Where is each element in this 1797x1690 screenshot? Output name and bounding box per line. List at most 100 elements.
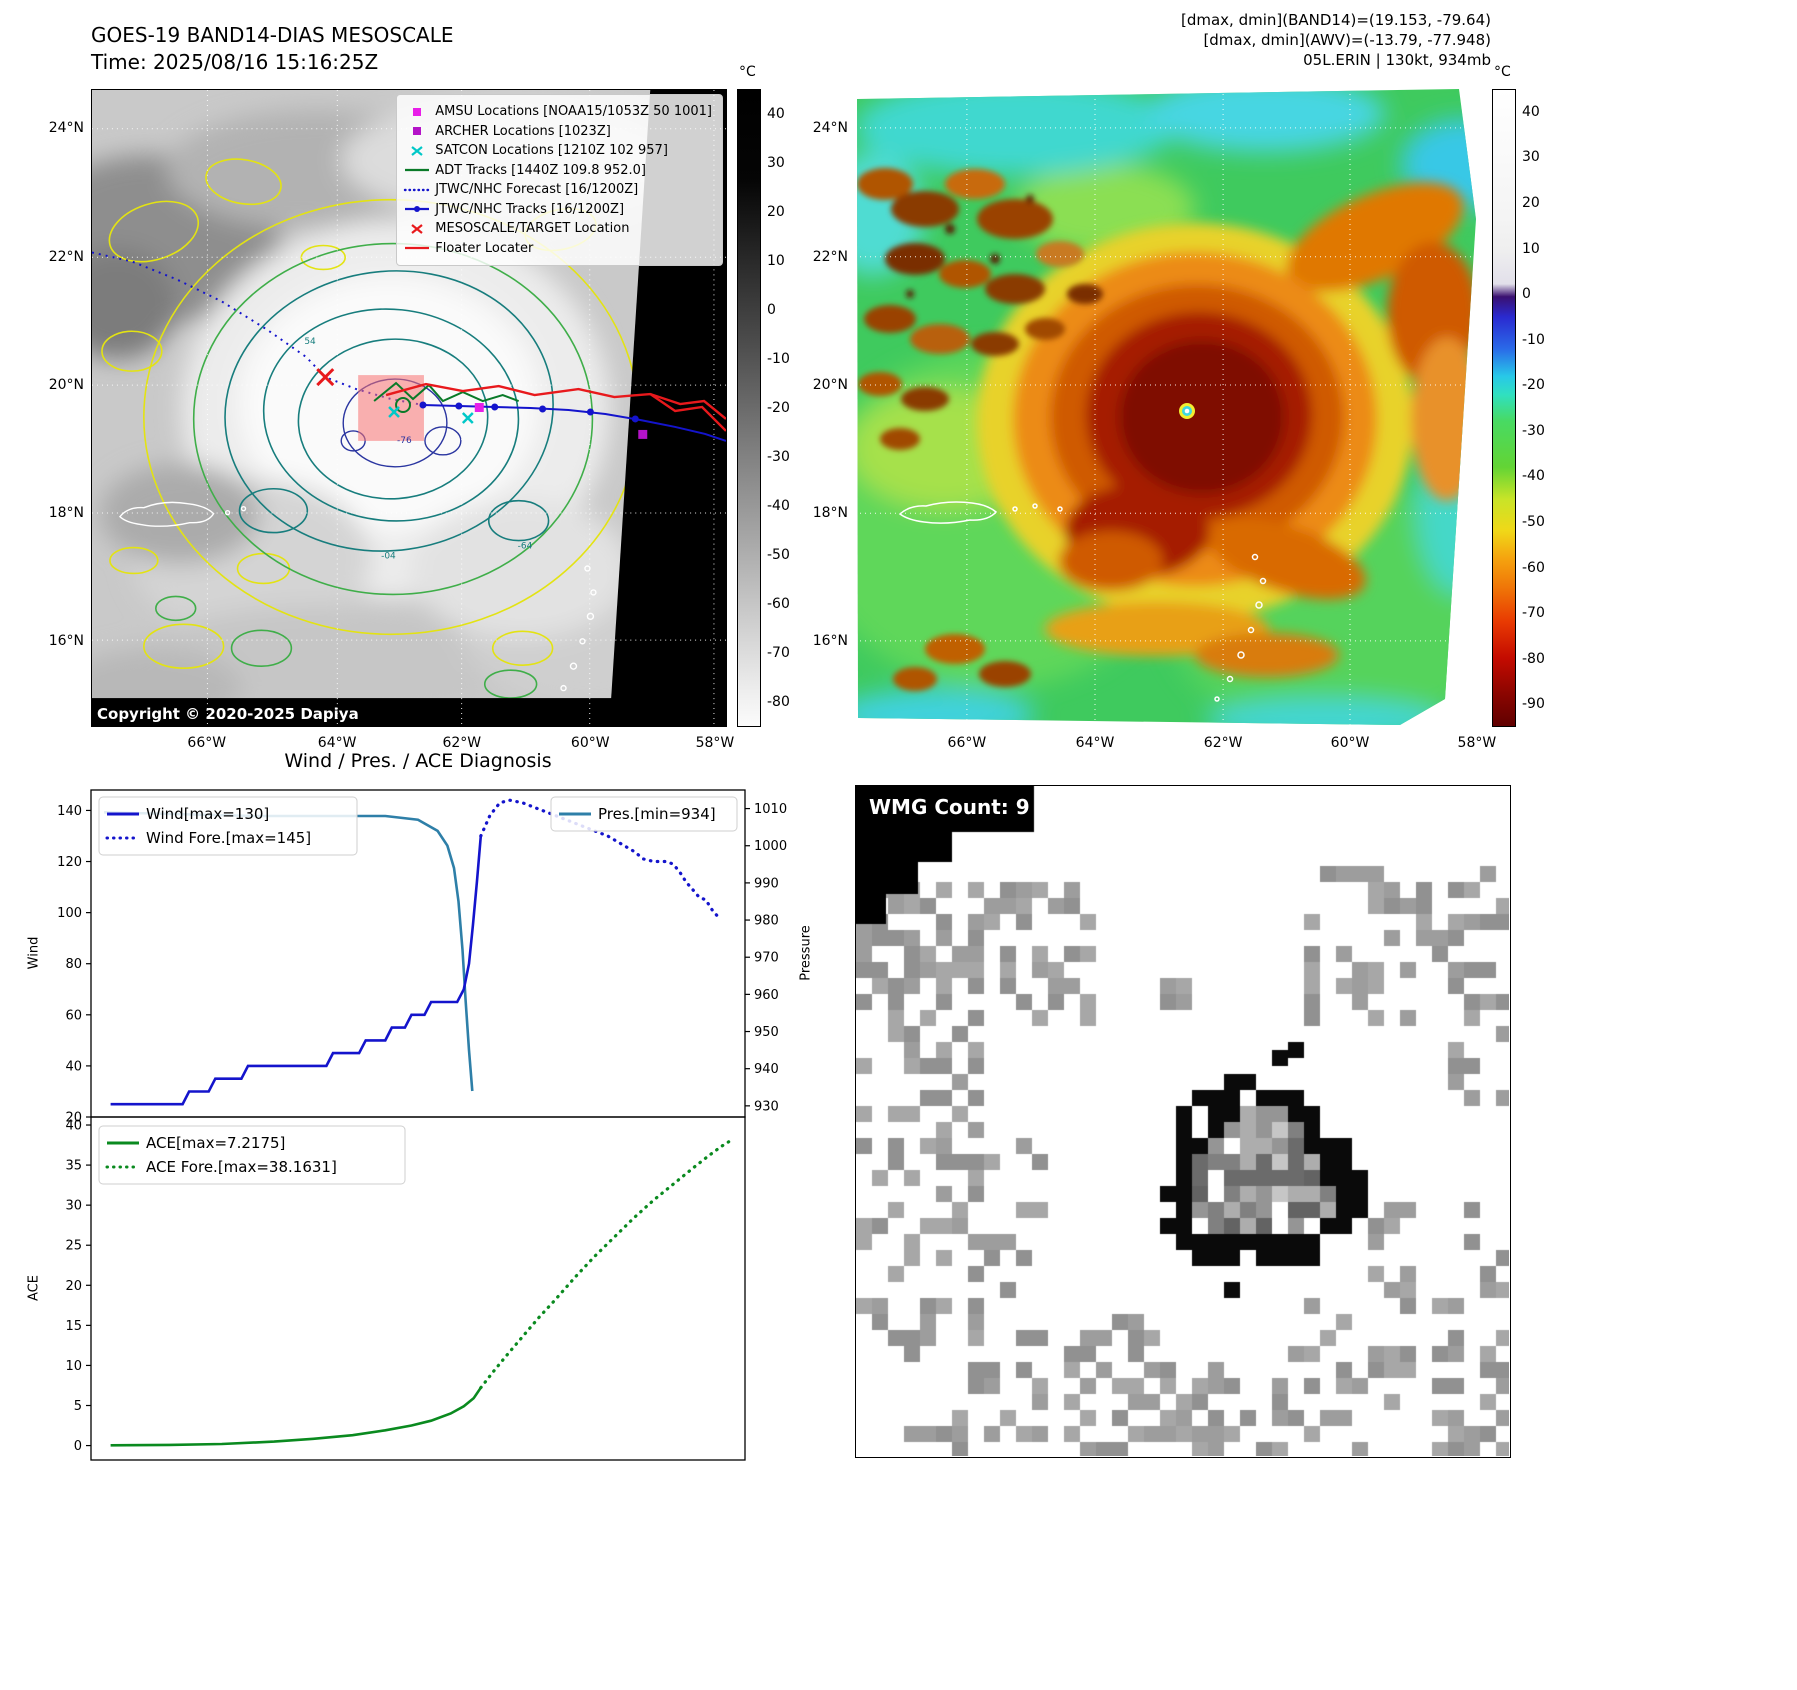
coastlines — [118, 501, 597, 692]
tl-title-line: GOES-19 BAND14-DIAS MESOSCALE — [91, 23, 454, 47]
storm-track-overlay — [92, 251, 726, 442]
lon-tick-label: 66°W — [947, 735, 987, 751]
tr-colorbar — [1492, 89, 1516, 727]
legend-marker-icon — [404, 188, 431, 191]
wmg-count-label: WMG Count: 9 — [869, 795, 1030, 819]
target-x-marker — [316, 368, 335, 387]
ace-tick-label: 10 — [65, 1359, 82, 1374]
lon-tick-label: 66°W — [187, 735, 227, 751]
satcon-marker — [461, 412, 474, 424]
coastlines — [898, 501, 1267, 702]
tr-annotations: [dmax, dmin](BAND14)=(19.153, -79.64) [d… — [1181, 10, 1491, 70]
chart-legend-label: Wind Fore.[max=145] — [146, 829, 311, 847]
adt-center-marker — [395, 397, 411, 413]
legend-label: SATCON Locations [1210Z 102 957] — [435, 143, 668, 159]
tl-colorbar-unit: °C — [739, 64, 756, 80]
wind-tick-label: 80 — [65, 957, 82, 972]
legend-item: Floater Locater — [403, 239, 712, 259]
colorbar-tick-label: 10 — [767, 252, 785, 269]
legend-label: MESOSCALE/TARGET Location — [435, 221, 630, 237]
colorbar-tick-label: -70 — [1522, 605, 1545, 622]
lon-tick-label: 60°W — [1330, 735, 1370, 751]
colorbar-tick-label: 30 — [1522, 149, 1540, 166]
colorbar-tick-label: -60 — [1522, 559, 1545, 576]
lat-tick-label: 20°N — [812, 377, 848, 394]
legend-label: ADT Tracks [1440Z 109.8 952.0] — [435, 162, 646, 178]
ace-tick-label: 15 — [65, 1319, 82, 1334]
annotation-band14: [dmax, dmin](BAND14)=(19.153, -79.64) — [1180, 11, 1491, 29]
lon-tick-label: 58°W — [695, 735, 735, 751]
colorbar-tick-label: -70 — [767, 645, 790, 662]
legend-item: JTWC/NHC Forecast [16/1200Z] — [403, 180, 712, 200]
adt-track-line — [373, 381, 520, 403]
series-line — [479, 798, 721, 920]
legend-item: JTWC/NHC Tracks [16/1200Z] — [403, 200, 712, 220]
colorbar-tick-label: -80 — [1522, 650, 1545, 667]
colorbar-tick-label: 0 — [767, 301, 776, 318]
ace-tick-label: 5 — [74, 1399, 82, 1414]
legend-marker-icon — [413, 107, 422, 116]
colorbar-tick-label: -30 — [767, 449, 790, 466]
chart-legend-label: Wind[max=130] — [146, 805, 269, 823]
legend-label: AMSU Locations [NOAA15/1053Z 50 1001] — [435, 104, 712, 120]
series-line — [479, 1138, 734, 1390]
legend-label: Floater Locater — [435, 240, 534, 256]
floater-line — [385, 382, 726, 420]
colorbar-tick-label: 20 — [767, 203, 785, 220]
wind-axis-label: Wind — [26, 936, 42, 970]
legend-marker-icon — [411, 223, 423, 234]
contour-label: 54 — [304, 337, 316, 347]
wind-tick-label: 40 — [65, 1059, 82, 1074]
contour-label: -04 — [381, 552, 396, 562]
colorbar-tick-label: 40 — [767, 105, 785, 122]
colorbar-tick-label: 20 — [1522, 194, 1540, 211]
colorbar-tick-label: 10 — [1522, 240, 1540, 257]
chart-legend — [98, 796, 358, 856]
wind-tick-label: 100 — [57, 906, 82, 921]
legend-item: MESOSCALE/TARGET Location — [403, 219, 712, 239]
lon-tick-label: 62°W — [1203, 735, 1243, 751]
colorbar-tick-label: -50 — [767, 547, 790, 564]
ace-tick-label: 30 — [65, 1199, 82, 1214]
chart-legend — [550, 796, 738, 832]
ace-tick-label: 20 — [65, 1279, 82, 1294]
legend-item: SATCON Locations [1210Z 102 957] — [403, 141, 712, 161]
colorbar-tick-label: -90 — [1522, 696, 1545, 713]
wind-tick-label: 20 — [65, 1111, 82, 1126]
archer-marker — [638, 429, 648, 439]
lat-tick-label: 16°N — [48, 632, 84, 649]
colorbar-tick-label: -60 — [767, 596, 790, 613]
lat-tick-label: 22°N — [48, 248, 84, 265]
legend-item: ARCHER Locations [1023Z] — [403, 122, 712, 142]
legend-marker-icon — [413, 127, 422, 136]
legend-marker-icon — [411, 145, 423, 156]
wmg-pixel-map: WMG Count: 9 — [855, 785, 1511, 1458]
lon-tick-label: 64°W — [1075, 735, 1115, 751]
series-line — [104, 811, 474, 1092]
lat-tick-label: 20°N — [48, 377, 84, 394]
legend-label: ARCHER Locations [1023Z] — [435, 123, 611, 139]
colorbar-tick-label: 40 — [1522, 103, 1540, 120]
colorbar-tick-label: 0 — [1522, 286, 1531, 303]
lat-tick-label: 22°N — [812, 248, 848, 265]
awv-satellite-art — [857, 89, 1476, 725]
chart-legend-label: ACE[max=7.2175] — [146, 1134, 285, 1152]
lon-tick-label: 60°W — [570, 735, 610, 751]
chart-legend-label: Pres.[min=934] — [598, 805, 716, 823]
contour-label: -76 — [397, 436, 412, 446]
colorbar-tick-label: -20 — [767, 400, 790, 416]
storm-cloud-shield — [977, 182, 1476, 677]
satcon-marker — [388, 406, 400, 418]
annotation-storm-id: 05L.ERIN | 130kt, 934mb — [1303, 51, 1491, 69]
colorbar-tick-label: -50 — [1522, 513, 1545, 530]
legend-item: AMSU Locations [NOAA15/1053Z 50 1001] — [403, 102, 712, 122]
colorbar-tick-label: -10 — [1522, 331, 1545, 348]
pressure-tick-label: 930 — [754, 1099, 779, 1114]
ace-axis-label: ACE — [26, 1275, 42, 1301]
colorbar-tick-label: -40 — [1522, 468, 1545, 485]
copyright-notice: Copyright © 2020-2025 Dapiya — [97, 705, 359, 723]
pressure-tick-label: 990 — [754, 876, 779, 891]
ace-tick-label: 0 — [74, 1439, 82, 1454]
colorbar-tick-label: -80 — [767, 694, 790, 711]
pressure-tick-label: 960 — [754, 988, 779, 1003]
